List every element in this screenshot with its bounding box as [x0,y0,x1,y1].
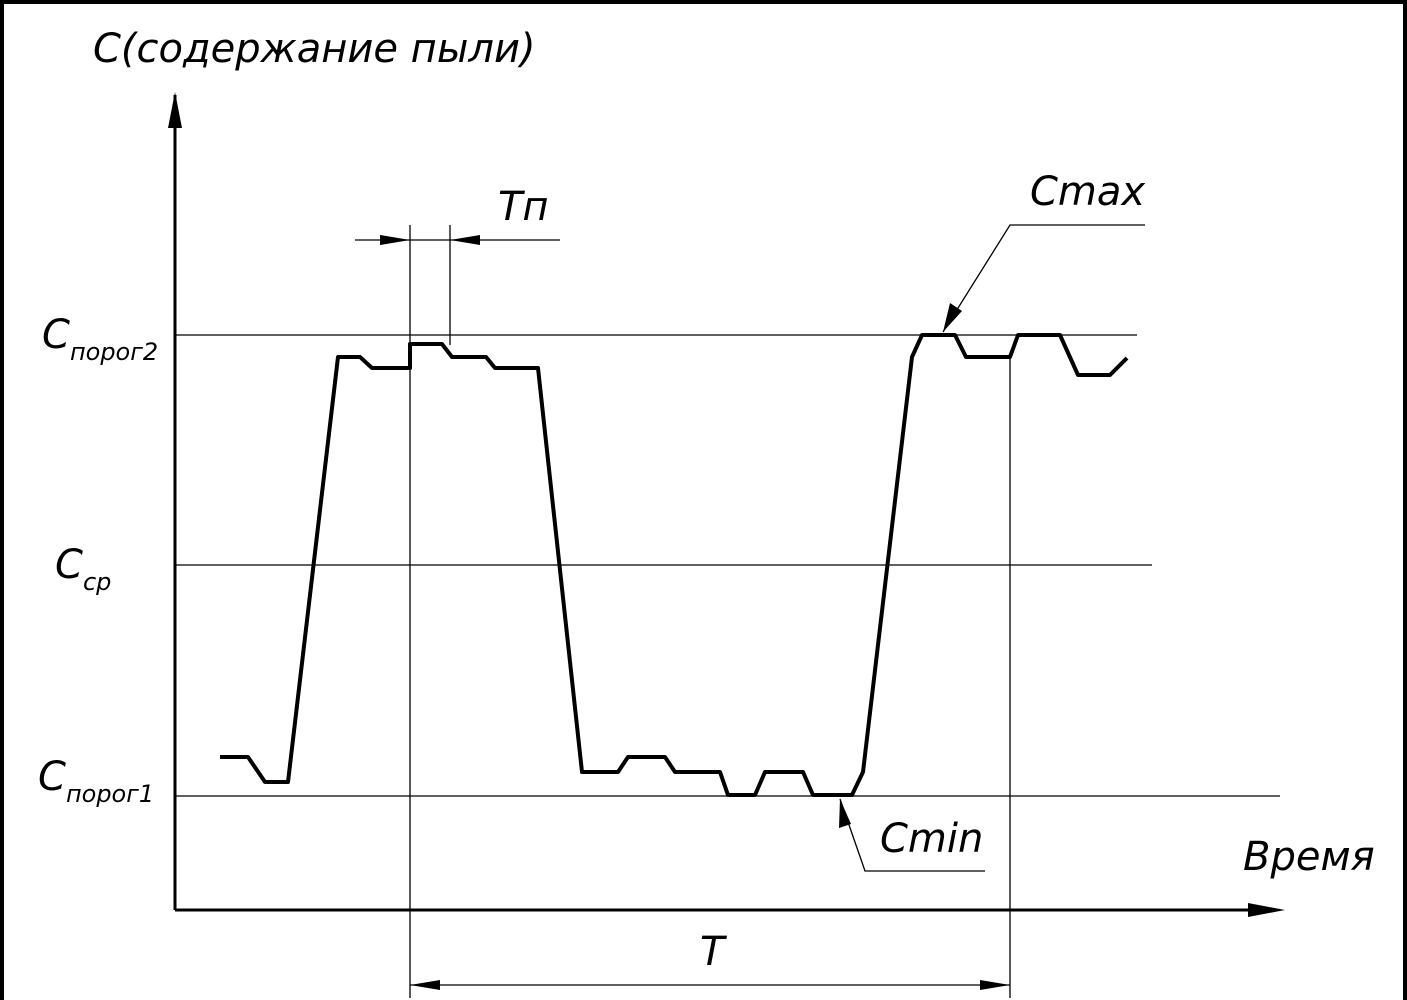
y-axis-arrow [168,92,182,128]
threshold2-label-base: C [42,312,70,358]
cmax-label: Cmax [1030,169,1145,215]
pulse-duration-label: Tп [498,184,549,230]
cmin-leader-arrow [839,799,851,828]
threshold1-label-sub: порог1 [66,780,154,808]
cmin-label: Cmin [880,816,983,862]
threshold2-label: Cпорог2 [42,312,158,366]
average-label-sub: ср [83,568,111,596]
threshold2-label-sub: порог2 [70,338,158,366]
x-axis-label: Время [1243,834,1375,880]
average-label-base: C [55,542,83,588]
x-axis-arrow [1248,903,1285,917]
cmax-leader-line [943,225,1145,332]
threshold1-label: Cпорог1 [38,754,154,808]
y-axis-label: C(содержание пыли) [93,26,536,72]
average-label: Cср [55,542,111,596]
period-label: T [700,929,728,975]
threshold1-label-base: C [38,754,66,800]
